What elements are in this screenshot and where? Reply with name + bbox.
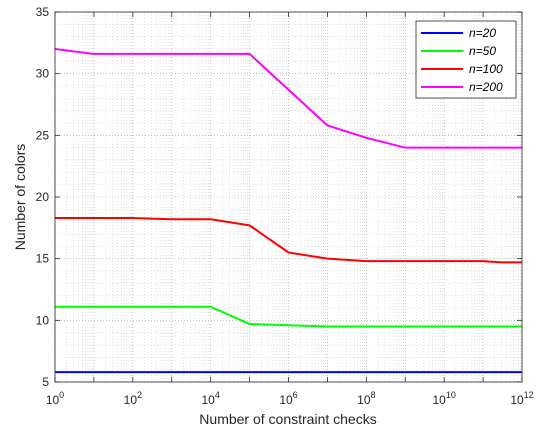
x-tick-label: 104 — [201, 390, 219, 407]
x-tick-label: 100 — [46, 390, 64, 407]
series-line-n-100 — [55, 216, 522, 264]
legend-label: n=200 — [469, 80, 503, 94]
y-tick-label: 5 — [42, 375, 49, 389]
y-tick-labels: 5 10 15 20 25 30 35 — [36, 5, 50, 389]
series-lines — [54, 48, 522, 374]
x-tick-labels: 100 102 104 106 108 1010 1012 — [46, 390, 534, 407]
x-axis-label: Number of constraint checks — [199, 411, 376, 427]
legend-label: n=20 — [469, 26, 496, 40]
series-line-n-50 — [55, 305, 522, 328]
y-tick-label: 30 — [36, 67, 50, 81]
x-tick-label: 102 — [124, 390, 142, 407]
legend-items: n=20 n=50 n=100 n=200 — [421, 26, 503, 94]
x-tick-label: 106 — [279, 390, 297, 407]
y-axis-label: Number of colors — [12, 144, 28, 251]
ticks — [54, 11, 523, 383]
x-tick-label: 1010 — [432, 390, 455, 407]
y-tick-label: 20 — [36, 190, 50, 204]
y-tick-label: 15 — [36, 252, 50, 266]
x-tick-label: 108 — [357, 390, 375, 407]
legend-label: n=100 — [469, 62, 503, 76]
y-tick-label: 25 — [36, 128, 50, 142]
x-tick-label: 1012 — [510, 390, 533, 407]
y-tick-label: 10 — [36, 313, 50, 327]
series-line-n-200 — [54, 48, 522, 149]
legend-label: n=50 — [469, 44, 496, 58]
y-tick-label: 35 — [36, 5, 50, 19]
legend: n=20 n=50 n=100 n=200 — [415, 20, 517, 99]
